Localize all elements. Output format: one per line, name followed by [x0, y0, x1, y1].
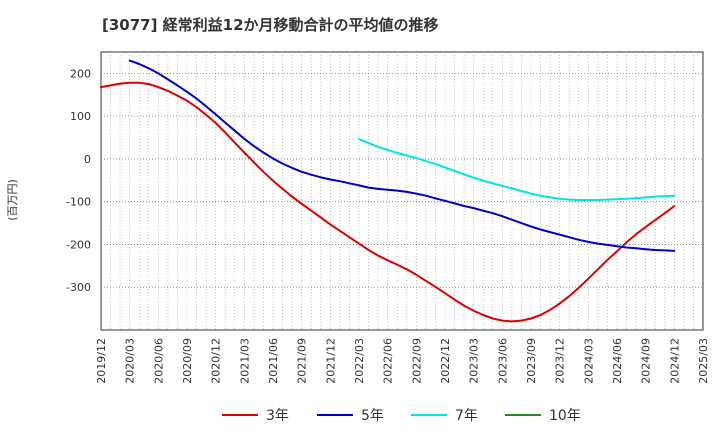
x-tick-label: 2021/09 [296, 338, 309, 384]
legend-label: 7年 [455, 408, 478, 424]
chart-title: [3077] 経常利益12か月移動合計の平均値の推移 [102, 16, 439, 34]
series-line-3年 [100, 81, 676, 323]
series-lines [100, 59, 676, 323]
x-tick-label: 2019/12 [95, 338, 108, 384]
y-tick-label: -100 [66, 196, 91, 209]
x-tick-label: 2022/12 [439, 338, 452, 384]
x-tick-label: 2023/12 [554, 338, 567, 384]
y-tick-label: 0 [84, 153, 91, 166]
x-tick-label: 2024/03 [582, 338, 595, 384]
x-tick-label: 2022/03 [353, 338, 366, 384]
x-tick-label: 2023/06 [496, 338, 509, 384]
x-tick-label: 2021/03 [238, 338, 251, 384]
y-tick-label: 200 [70, 67, 91, 80]
x-tick-label: 2024/06 [611, 338, 624, 384]
x-tick-label: 2021/12 [324, 338, 337, 384]
x-tick-label: 2023/09 [525, 338, 538, 384]
y-tick-labels: 200 100 0 -100 -200 -300 [66, 67, 91, 294]
x-tick-label: 2024/12 [668, 338, 681, 384]
x-tick-label: 2020/06 [152, 338, 165, 384]
x-tick-label: 2023/03 [468, 338, 481, 384]
y-tick-label: -300 [66, 281, 91, 294]
x-tick-label: 2020/12 [210, 338, 223, 384]
legend-label: 10年 [549, 408, 581, 424]
legend: 3年 5年 7年 10年 [222, 408, 581, 424]
y-tick-label: -200 [66, 238, 91, 251]
series-line-7年 [358, 138, 676, 201]
horizontal-gridlines [101, 72, 703, 288]
series-line-5年 [128, 59, 676, 252]
x-tick-label: 2021/06 [267, 338, 280, 384]
legend-label: 3年 [266, 408, 289, 424]
x-tick-labels: 2019/12 2020/03 2020/06 2020/09 2020/12 2021/… [95, 338, 710, 384]
x-tick-label: 2024/09 [640, 338, 653, 384]
x-tick-label: 2020/03 [124, 338, 137, 384]
x-tick-label: 2022/09 [410, 338, 423, 384]
legend-label: 5年 [361, 408, 384, 424]
x-tick-label: 2020/09 [181, 338, 194, 384]
y-tick-label: 100 [70, 110, 91, 123]
y-axis-label: (百万円) [6, 179, 19, 221]
x-tick-label: 2022/06 [382, 338, 395, 384]
x-tick-label: 2025/03 [697, 338, 710, 384]
